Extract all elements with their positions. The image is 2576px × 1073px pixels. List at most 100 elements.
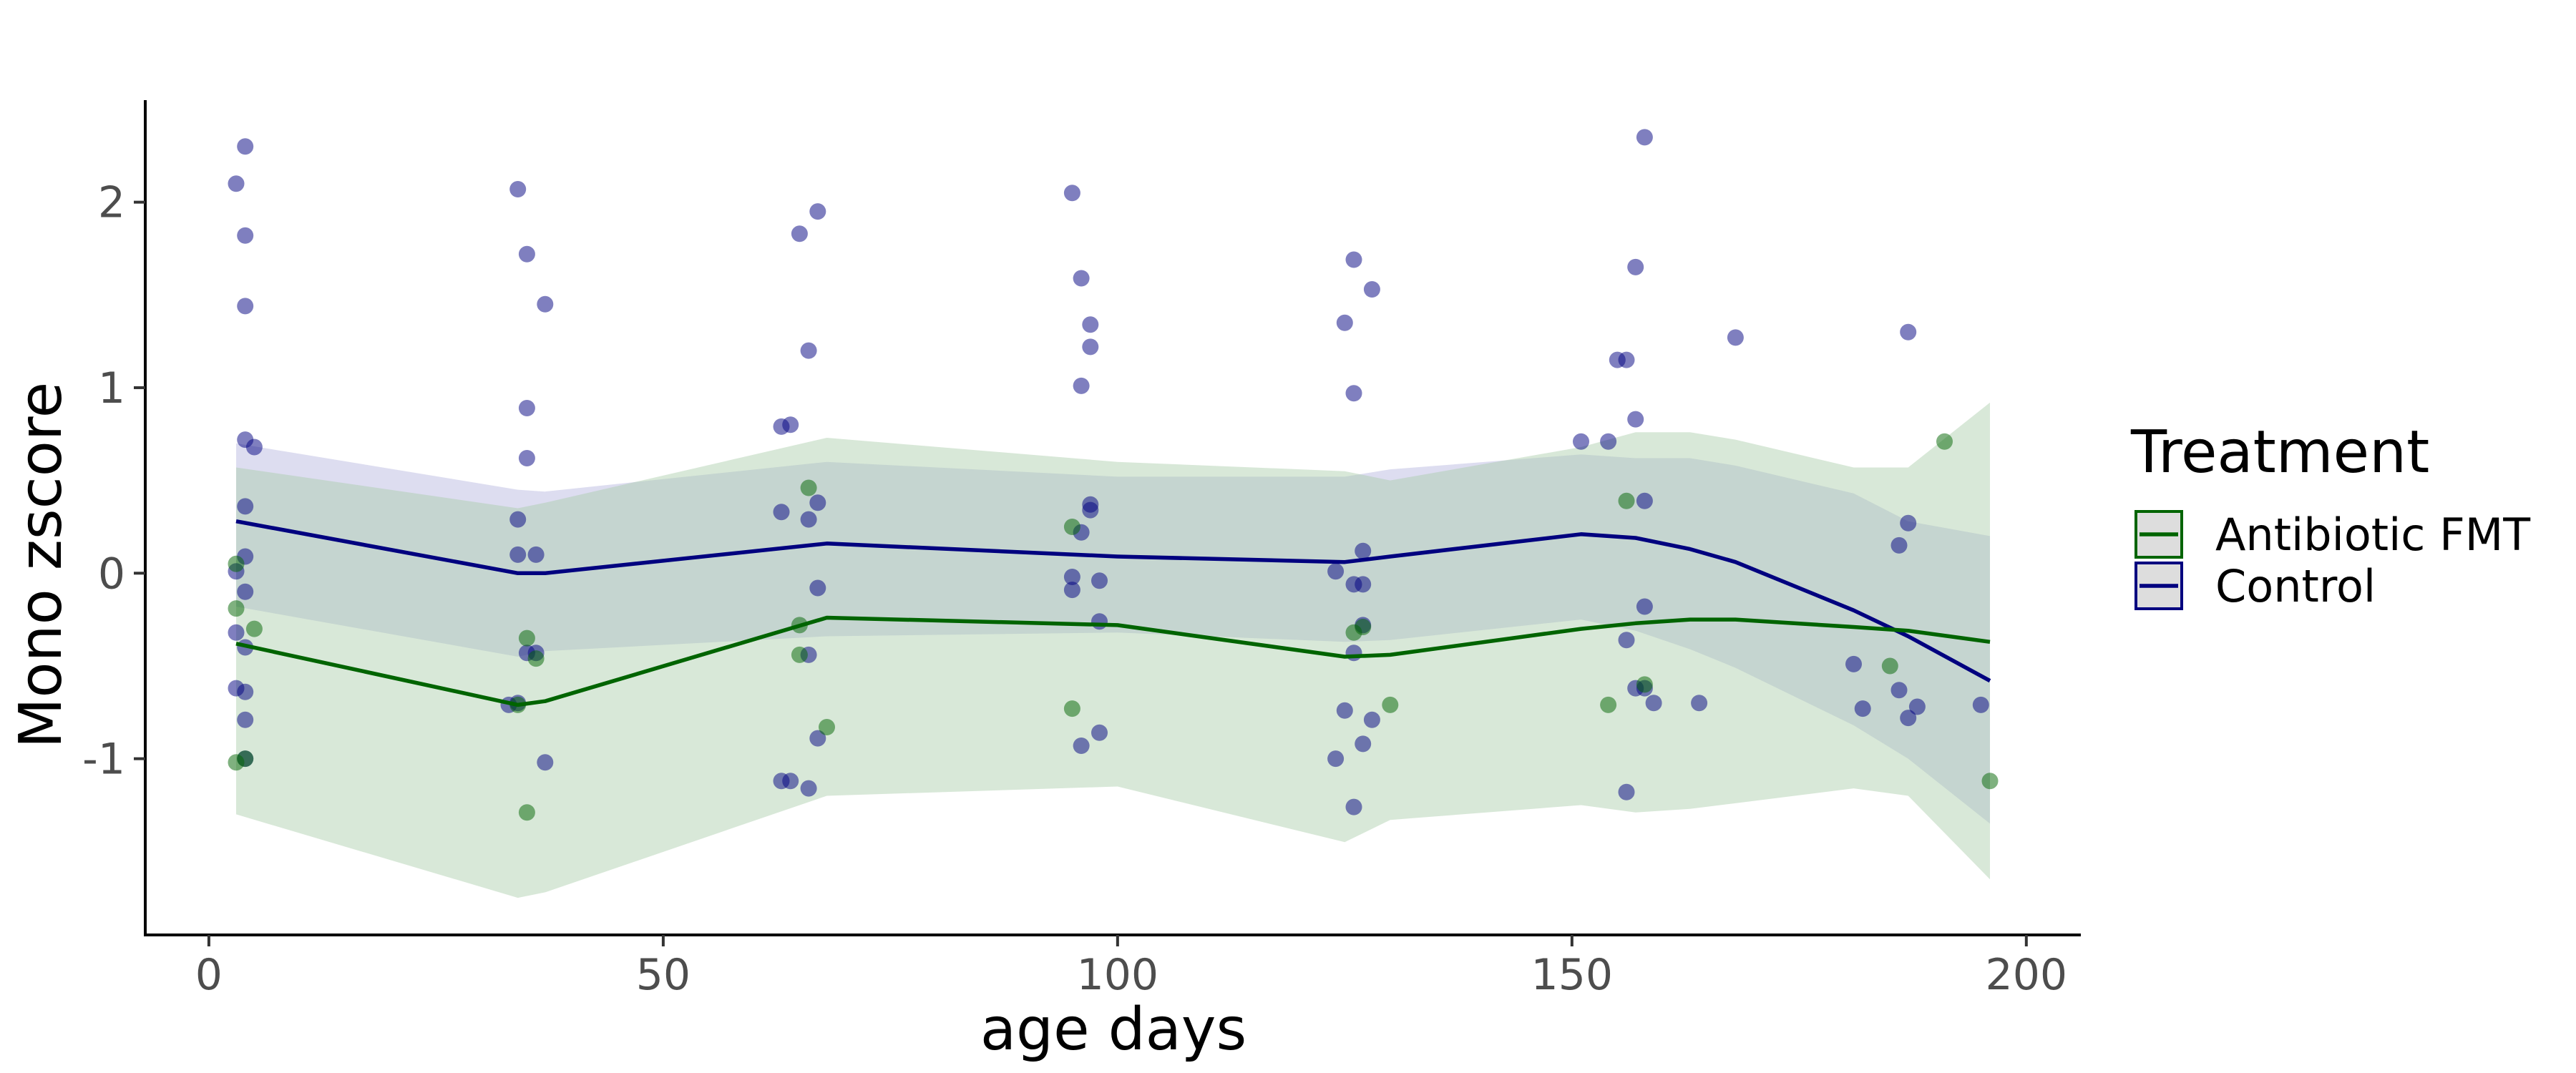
data-point-control bbox=[1636, 492, 1653, 509]
data-point-control bbox=[228, 175, 245, 192]
data-point-control bbox=[245, 438, 263, 456]
data-point-control bbox=[1618, 632, 1635, 649]
data-point-control bbox=[1327, 563, 1345, 580]
data-point-control bbox=[1900, 323, 1917, 340]
data-point-control bbox=[1345, 798, 1362, 815]
data-point-control bbox=[1627, 258, 1644, 275]
data-point-control bbox=[1854, 700, 1871, 717]
data-point-antibiotic-fmt bbox=[1881, 657, 1898, 675]
data-point-antibiotic-fmt bbox=[245, 620, 263, 637]
data-point-control bbox=[537, 754, 554, 771]
data-point-antibiotic-fmt bbox=[228, 555, 245, 572]
x-tick-label: 200 bbox=[1986, 950, 2068, 1000]
data-point-control bbox=[1073, 270, 1090, 287]
data-point-control bbox=[1336, 702, 1353, 719]
trend-line-antibiotic-fmt bbox=[235, 615, 1991, 707]
x-tick-label: 100 bbox=[1077, 950, 1159, 1000]
data-point-control bbox=[1890, 536, 1908, 554]
data-point-control bbox=[1091, 613, 1108, 630]
data-point-control bbox=[537, 295, 554, 313]
data-point-control bbox=[527, 546, 545, 563]
y-tick-label: -1 bbox=[82, 735, 125, 785]
smooth-lines bbox=[235, 519, 1991, 707]
data-point-control bbox=[1355, 542, 1372, 559]
confidence-band-antibiotic-fmt bbox=[236, 402, 1990, 898]
data-point-control bbox=[228, 624, 245, 641]
data-point-control bbox=[809, 730, 826, 747]
legend-label: Antibiotic FMT bbox=[2215, 509, 2531, 561]
data-point-control bbox=[782, 773, 799, 790]
data-point-control bbox=[1618, 351, 1635, 368]
data-point-control bbox=[237, 583, 254, 600]
data-point-control bbox=[237, 683, 254, 700]
data-point-antibiotic-fmt bbox=[518, 804, 535, 821]
data-point-control bbox=[809, 494, 826, 511]
data-point-antibiotic-fmt bbox=[1382, 696, 1399, 713]
data-point-control bbox=[800, 511, 817, 528]
axes: 0 50 100 150 200 -1 0 1 2 bbox=[82, 100, 2081, 1000]
legend-entry-control: Control bbox=[2135, 560, 2376, 612]
data-point-antibiotic-fmt bbox=[800, 479, 817, 496]
data-point-control bbox=[1636, 129, 1653, 146]
x-tick-label: 0 bbox=[195, 950, 223, 1000]
data-point-control bbox=[1073, 377, 1090, 394]
data-point-control bbox=[1073, 738, 1090, 754]
confidence-bands bbox=[236, 402, 1990, 898]
data-point-control bbox=[237, 498, 254, 515]
data-point-antibiotic-fmt bbox=[819, 719, 835, 735]
data-point-control bbox=[1063, 582, 1080, 599]
data-point-control bbox=[1082, 501, 1099, 519]
data-point-control bbox=[1618, 783, 1635, 800]
data-point-antibiotic-fmt bbox=[527, 650, 545, 667]
data-point-control bbox=[518, 245, 535, 263]
data-point-control bbox=[1063, 569, 1080, 585]
data-point-control bbox=[1890, 682, 1908, 699]
data-point-antibiotic-fmt bbox=[228, 600, 245, 617]
legend-entry-antibiotic-fmt: Antibiotic FMT bbox=[2135, 509, 2531, 561]
data-point-control bbox=[1908, 698, 1926, 715]
data-point-control bbox=[1627, 411, 1644, 428]
data-point-control bbox=[1845, 655, 1862, 672]
data-point-control bbox=[518, 450, 535, 466]
data-point-control bbox=[1327, 750, 1345, 768]
data-point-control bbox=[1573, 433, 1589, 450]
y-axis-title: Mono zscore bbox=[7, 382, 75, 749]
data-point-antibiotic-fmt bbox=[1981, 773, 1999, 790]
data-point-antibiotic-fmt bbox=[1345, 624, 1362, 641]
x-tick-label: 150 bbox=[1531, 950, 1614, 1000]
data-point-control bbox=[809, 579, 826, 597]
y-tick-label: 1 bbox=[98, 363, 125, 413]
data-point-control bbox=[1972, 696, 1989, 713]
data-point-control bbox=[1355, 576, 1372, 593]
data-point-control bbox=[800, 342, 817, 359]
data-point-control bbox=[237, 298, 254, 315]
data-point-control bbox=[1900, 514, 1917, 531]
x-tick-label: 50 bbox=[636, 950, 691, 1000]
data-point-control bbox=[782, 416, 799, 433]
data-point-control bbox=[509, 181, 527, 197]
data-point-control bbox=[237, 711, 254, 728]
data-point-antibiotic-fmt bbox=[1600, 696, 1617, 713]
data-point-control bbox=[1082, 316, 1099, 333]
y-tick-label: 0 bbox=[98, 549, 125, 599]
data-point-control bbox=[1091, 572, 1108, 589]
data-point-antibiotic-fmt bbox=[1636, 676, 1653, 693]
data-point-control bbox=[518, 400, 535, 416]
data-point-control bbox=[1691, 695, 1708, 712]
legend-label: Control bbox=[2215, 560, 2376, 612]
legend-title: Treatment bbox=[2130, 418, 2429, 486]
data-point-control bbox=[1727, 329, 1744, 346]
data-point-antibiotic-fmt bbox=[791, 646, 808, 663]
y-tick-label: 2 bbox=[98, 178, 125, 228]
data-point-control bbox=[509, 511, 527, 528]
data-point-control bbox=[1363, 281, 1380, 298]
data-point-antibiotic-fmt bbox=[518, 629, 535, 647]
data-point-control bbox=[773, 504, 790, 521]
data-point-control bbox=[1345, 645, 1362, 662]
data-point-control bbox=[237, 227, 254, 244]
x-axis-title: age days bbox=[980, 996, 1246, 1064]
data-point-control bbox=[800, 780, 817, 797]
data-point-control bbox=[1345, 385, 1362, 402]
